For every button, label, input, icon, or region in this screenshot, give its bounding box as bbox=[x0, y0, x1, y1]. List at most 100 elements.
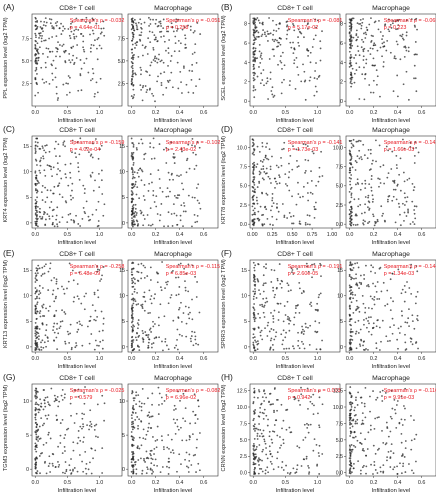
data-point bbox=[48, 206, 51, 209]
data-point bbox=[361, 294, 364, 297]
data-point bbox=[34, 141, 37, 143]
data-point bbox=[35, 444, 38, 447]
data-point bbox=[365, 58, 368, 61]
data-point bbox=[190, 78, 193, 81]
data-point bbox=[44, 414, 47, 417]
data-point bbox=[411, 469, 413, 472]
data-point bbox=[131, 411, 134, 414]
data-point bbox=[404, 333, 406, 336]
data-point bbox=[405, 19, 408, 22]
data-point bbox=[100, 310, 103, 313]
data-point bbox=[82, 35, 85, 37]
data-point bbox=[132, 186, 135, 189]
data-point bbox=[369, 424, 372, 427]
data-point bbox=[153, 453, 155, 455]
data-point bbox=[269, 403, 272, 406]
data-point bbox=[176, 425, 179, 428]
data-point bbox=[131, 38, 134, 40]
data-point bbox=[297, 41, 300, 44]
data-point bbox=[161, 340, 163, 343]
data-point bbox=[138, 447, 141, 450]
data-point bbox=[349, 409, 352, 412]
data-point bbox=[155, 18, 158, 21]
data-point bbox=[349, 467, 352, 469]
data-point bbox=[55, 419, 58, 421]
data-point bbox=[364, 438, 367, 441]
data-point bbox=[60, 394, 63, 397]
data-point bbox=[354, 294, 357, 296]
data-point bbox=[91, 77, 94, 80]
data-point bbox=[131, 64, 134, 67]
data-point bbox=[317, 390, 320, 392]
data-point bbox=[259, 160, 262, 162]
data-point bbox=[272, 289, 275, 292]
data-point bbox=[131, 327, 134, 329]
data-point bbox=[36, 145, 39, 148]
data-point bbox=[280, 444, 283, 447]
data-point bbox=[306, 387, 309, 390]
data-point bbox=[252, 169, 255, 172]
data-point bbox=[316, 308, 319, 311]
data-point bbox=[149, 87, 151, 90]
data-point bbox=[350, 286, 353, 288]
data-point bbox=[143, 218, 146, 220]
data-point bbox=[55, 55, 57, 58]
data-point bbox=[252, 198, 255, 201]
data-point bbox=[154, 323, 156, 325]
data-point bbox=[90, 423, 93, 426]
data-point bbox=[398, 18, 400, 21]
data-point bbox=[262, 412, 265, 415]
panel-b: (B)SCEL expression level (log2 TPM)CD8+ … bbox=[221, 2, 436, 124]
data-point bbox=[36, 196, 38, 199]
data-point bbox=[297, 28, 300, 31]
data-point bbox=[38, 267, 41, 270]
data-point bbox=[34, 209, 37, 212]
data-point bbox=[47, 270, 50, 273]
data-point bbox=[38, 290, 41, 292]
data-point bbox=[306, 426, 309, 429]
data-point bbox=[298, 30, 301, 33]
data-point bbox=[43, 39, 46, 42]
data-point bbox=[137, 327, 139, 330]
data-point bbox=[257, 327, 260, 329]
data-point bbox=[294, 312, 297, 314]
data-point bbox=[370, 333, 373, 336]
data-point bbox=[361, 21, 364, 24]
data-point bbox=[253, 311, 255, 314]
data-point bbox=[166, 187, 169, 190]
data-point bbox=[414, 26, 416, 28]
data-point bbox=[35, 267, 38, 270]
data-point bbox=[41, 266, 44, 269]
data-point bbox=[161, 261, 163, 263]
y-tick-label: 0.0 bbox=[336, 222, 343, 228]
data-point bbox=[73, 220, 76, 223]
data-point bbox=[356, 22, 359, 24]
data-point bbox=[55, 295, 57, 298]
data-point bbox=[193, 168, 196, 170]
data-point bbox=[362, 222, 364, 225]
y-tick-label: 0 bbox=[340, 99, 343, 105]
data-point bbox=[34, 310, 37, 312]
data-point bbox=[288, 426, 291, 429]
data-point bbox=[72, 54, 75, 57]
data-point bbox=[150, 61, 153, 64]
data-point bbox=[34, 416, 37, 419]
data-point bbox=[355, 34, 358, 37]
data-point bbox=[149, 64, 152, 67]
data-point bbox=[372, 79, 375, 82]
data-point bbox=[160, 59, 163, 62]
y-tick-label: 5 bbox=[26, 433, 29, 439]
data-point bbox=[376, 298, 379, 300]
data-point bbox=[132, 173, 134, 176]
data-point bbox=[275, 30, 278, 32]
x-tick-label: 0.6 bbox=[418, 110, 426, 116]
data-point bbox=[278, 37, 281, 40]
data-point bbox=[62, 471, 64, 474]
data-point bbox=[161, 402, 163, 405]
data-point bbox=[83, 402, 86, 405]
data-point bbox=[348, 275, 351, 278]
spearman-rho: Spearman's ρ = -0.032 bbox=[70, 18, 125, 24]
data-point bbox=[254, 339, 256, 342]
data-point bbox=[351, 263, 354, 266]
